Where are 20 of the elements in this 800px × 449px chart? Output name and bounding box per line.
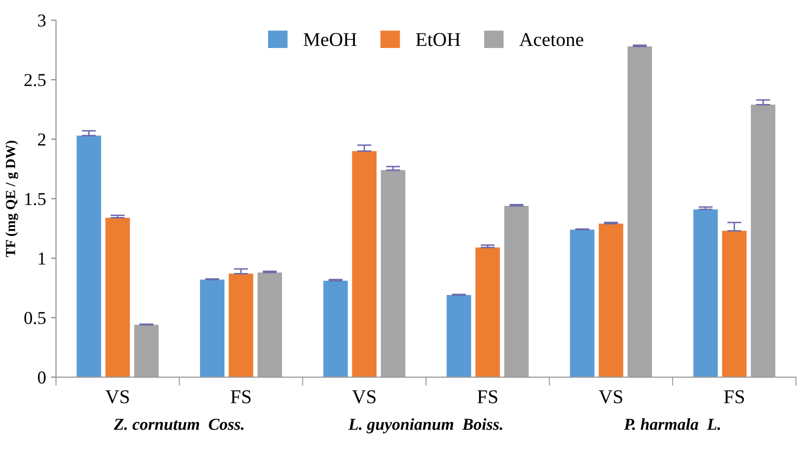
text: L. guyonianum Boiss.	[348, 418, 502, 434]
x-tick-label: FS	[724, 390, 744, 404]
x-tick-label: VS	[598, 390, 622, 404]
y-tick-label: 0	[38, 371, 46, 384]
y-tick-label: 1.5	[25, 193, 46, 206]
legend-label: EtOH	[416, 33, 460, 46]
y-tick-label: 2.5	[24, 74, 46, 86]
y-tick-label: 2	[38, 134, 46, 146]
text: Z. cornutum Coss.	[114, 418, 244, 430]
text: P. harmala L.	[624, 418, 720, 430]
x-tick-label: FS	[477, 390, 498, 404]
y-axis-title: TF (mg QE / g DW)	[5, 140, 18, 258]
x-tick-label: FS	[230, 390, 251, 404]
y-tick-label: 0.5	[24, 312, 46, 324]
y-tick-label: 1	[38, 252, 46, 264]
legend-label: MeOH	[304, 33, 357, 46]
x-tick-label: VS	[105, 390, 129, 404]
x-tick-label: VS	[352, 390, 376, 404]
legend-label: Acetone	[519, 33, 584, 46]
y-tick-label: 3	[38, 14, 46, 27]
